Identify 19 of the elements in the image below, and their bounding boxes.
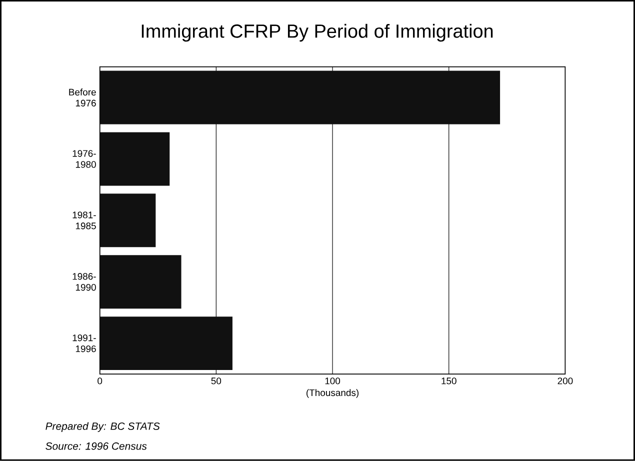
y-tick-label: Before 1976 [69,88,96,107]
bar [100,194,156,248]
y-tick-label: 1991-1996 [72,334,96,352]
source-note: Source: 1996 Census [46,442,147,450]
x-tick-label: 150 [442,378,456,384]
x-tick-label: 100 [325,378,340,384]
y-tick-label: 1986-1990 [72,273,96,291]
bar [100,316,232,370]
bar [100,255,182,309]
text: Prepared By: BC STATS [46,422,160,432]
y-tick-label: 1976-1980 [72,150,96,168]
x-tick-label: 0 [98,378,102,384]
x-tick-label: 200 [558,378,573,384]
x-tick-label: 50 [211,378,222,384]
bar [100,70,500,124]
chart-title: Immigrant CFRP By Period of Immigration [142,24,493,42]
bar [100,132,170,186]
y-tick-label: 1981-1985 [72,212,96,230]
x-axis-title: (Thousands) [306,389,359,398]
